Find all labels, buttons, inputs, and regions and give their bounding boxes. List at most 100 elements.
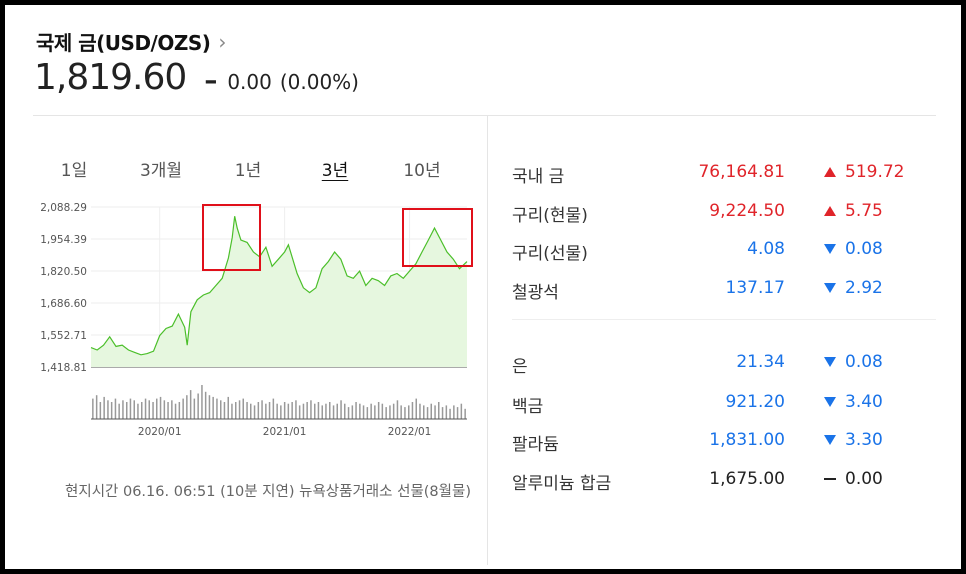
volume-bar [430,403,432,419]
dash-icon [822,469,838,489]
volume-bar [392,403,395,419]
volume-bar [377,402,380,419]
commodity-name[interactable]: 은 [512,357,528,377]
volume-bar [359,403,361,419]
triangle-down-icon [822,352,838,372]
commodity-name[interactable]: 구리(선물) [512,244,588,264]
triangle-down-icon [822,239,838,259]
volume-bar [332,405,335,419]
volume-bar [174,403,177,419]
volume-bar [144,398,147,419]
commodity-row[interactable]: 은 21.34 0.08 [512,352,912,377]
tab-3m[interactable]: 3개월 [139,161,183,181]
volume-bar [272,398,275,419]
price-change: 0.00 [227,70,272,94]
volume-bar [114,398,117,419]
volume-bar [186,395,188,419]
y-tick-label: 1,552.71 [40,330,87,342]
tab-1d[interactable]: 1일 [60,161,88,181]
volume-bar [171,400,173,419]
volume-bar [201,385,203,419]
commodity-row[interactable]: 구리(선물) 4.08 0.08 [512,239,912,264]
commodity-name[interactable]: 철광석 [512,283,559,303]
volume-bar [302,403,305,419]
volume-bar [295,400,297,419]
volume-bar [453,405,455,419]
gold-price-card: 국제 금(USD/OZS) › 1,819.60 – 0.00 (0.00%) … [5,5,961,569]
volume-bar [438,402,440,419]
commodity-row[interactable]: 알루미늄 합금 1,675.00 0.00 [512,469,912,494]
volume-bar [362,405,365,419]
commodity-name[interactable]: 팔라듐 [512,435,559,455]
volume-bar [189,390,192,419]
volume-bar [280,405,282,419]
triangle-down-icon [822,392,838,412]
volume-bar [298,405,301,419]
commodity-value: 921.20 [725,392,785,412]
volume-bar [182,398,184,419]
period-tabs: 1일 3개월 1년 3년 10년 [33,156,483,182]
commodity-row[interactable]: 구리(현물) 9,224.50 5.75 [512,201,912,226]
volume-bar [223,402,226,419]
commodity-name[interactable]: 구리(현물) [512,206,588,226]
chevron-right-icon[interactable]: › [218,29,227,54]
commodity-name[interactable]: 국내 금 [512,167,565,187]
volume-bar [464,408,466,419]
commodity-value: 4.08 [747,239,785,259]
title-row[interactable]: 국제 금(USD/OZS) › [36,27,226,56]
tab-10y[interactable]: 10년 [403,161,441,181]
tab-3y[interactable]: 3년 [321,161,349,181]
x-tick-label: 2022/01 [388,426,432,438]
commodity-row[interactable]: 백금 921.20 3.40 [512,392,912,417]
commodity-row[interactable]: 철광석 137.17 2.92 [512,278,912,303]
volume-bar [344,403,346,419]
commodity-change: 0.00 [845,469,883,489]
commodity-row[interactable]: 국내 금 76,164.81 519.72 [512,162,912,187]
volume-bar [197,393,199,419]
volume-bar [212,396,214,419]
volume-bar [306,402,308,419]
volume-bar [441,407,444,419]
y-tick-label: 1,418.81 [40,362,87,374]
tab-1y[interactable]: 1년 [234,161,262,181]
volume-bar [126,402,128,419]
volume-bar [396,400,399,419]
volume-bar [400,405,402,419]
volume-bar [238,400,241,419]
current-price: 1,819.60 [34,57,187,98]
y-tick-label: 1,954.39 [40,234,87,246]
volume-bar [426,407,429,419]
commodity-row[interactable]: 팔라듐 1,831.00 3.30 [512,430,912,455]
footnote: 현지시간 06.16. 06:51 (10분 지연) 뉴욕상품거래소 선물(8월… [65,484,471,500]
volume-bar [276,403,278,419]
commodity-change: 3.40 [845,392,883,412]
volume-bar [235,402,237,419]
commodity-change: 0.08 [845,352,883,372]
commodity-value: 1,831.00 [709,430,785,450]
volume-bar [374,405,376,419]
price-line [90,216,468,356]
page-title[interactable]: 국제 금(USD/OZS) [36,31,211,55]
volume-bar [159,396,162,419]
volume-bar [287,403,290,419]
triangle-up-icon [822,201,838,221]
volume-bar [129,398,132,419]
commodity-value: 9,224.50 [709,201,785,221]
volume-bar [95,395,98,419]
price-change-percent: (0.00%) [279,70,359,94]
volume-bar [133,400,135,419]
volume-bar [381,403,384,419]
volume-bar [347,407,350,419]
divider [487,115,488,565]
volume-bar [257,402,260,419]
volume-bar [314,403,316,419]
price-chart: 2,088.29 1,954.39 1,820.50 1,686.60 1,552.71… [40,202,473,438]
highlight-box [202,204,261,271]
volume-bar [340,400,342,419]
volume-bar [204,391,207,419]
commodity-name[interactable]: 알루미늄 합금 [512,474,612,494]
volume-bar [227,396,229,419]
volume-bar [208,395,211,419]
triangle-down-icon [822,278,838,298]
commodity-name[interactable]: 백금 [512,397,544,417]
